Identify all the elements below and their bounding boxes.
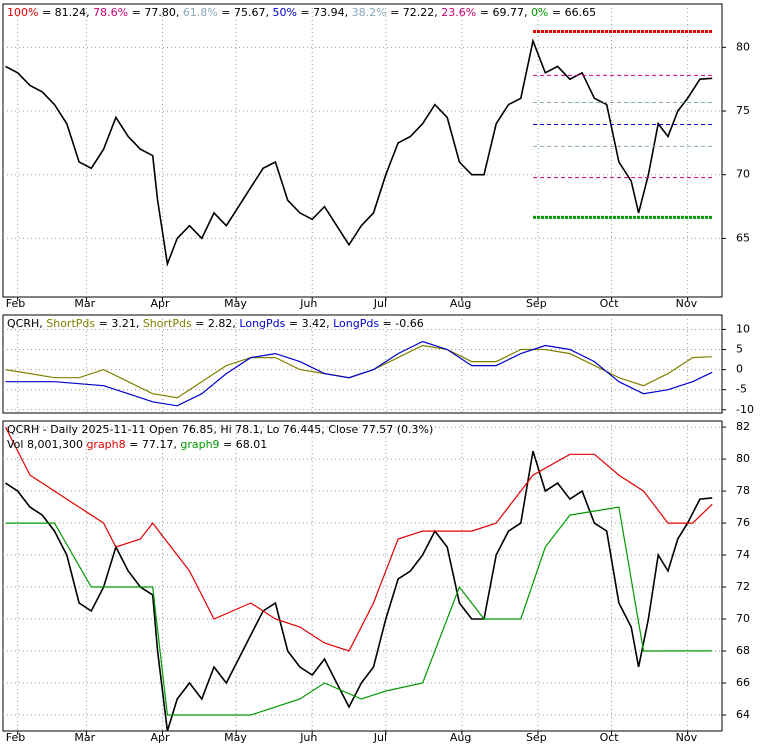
- legend-value: = 72.22,: [390, 6, 438, 19]
- y-tick-label: -5: [736, 383, 747, 396]
- legend: 100% = 81.24, 78.6% = 77.80, 61.8% = 75.…: [7, 6, 596, 19]
- legend-value: = 66.65: [552, 6, 596, 19]
- legend-name: 23.6%: [441, 6, 476, 19]
- series-line: [5, 450, 713, 732]
- legend-ticker: QCRH - Daily 2025-11-11 Open 76.85, Hi 7…: [7, 423, 433, 436]
- y-tick-label: 72: [736, 580, 750, 593]
- y-tick-label: 5: [736, 343, 743, 356]
- legend-value: = 77.80,: [132, 6, 180, 19]
- y-tick-label: 70: [736, 612, 750, 625]
- y-tick-label: 82: [736, 420, 750, 433]
- x-tick-label: Nov: [676, 731, 698, 744]
- legend-value: = 2.82,: [195, 317, 236, 330]
- x-tick-label: Apr: [151, 731, 171, 744]
- legend-value: = 77.17,: [129, 438, 177, 451]
- legend-name: graph9: [180, 438, 219, 451]
- x-tick-label: Jul: [373, 297, 387, 310]
- x-tick-label: Mar: [74, 731, 95, 744]
- panel-frame: [2, 3, 723, 298]
- legend-name: 50%: [272, 6, 296, 19]
- legend-value: = 3.21,: [99, 317, 140, 330]
- x-tick-label: Sep: [526, 297, 547, 310]
- series-line: [5, 506, 713, 716]
- y-tick-label: 76: [736, 516, 750, 529]
- x-tick-label: Apr: [151, 297, 171, 310]
- y-tick-label: 74: [736, 548, 750, 561]
- legend-value: = 81.24,: [42, 6, 90, 19]
- x-tick-label: May: [224, 297, 247, 310]
- y-tick-label: 66: [736, 676, 750, 689]
- legend: QCRH - Daily 2025-11-11 Open 76.85, Hi 7…: [7, 423, 433, 436]
- legend-name: 100%: [7, 6, 38, 19]
- legend-name: ShortPds: [46, 317, 95, 330]
- legend-value: = 68.01: [223, 438, 267, 451]
- x-tick-label: Aug: [450, 731, 471, 744]
- x-tick-label: Feb: [6, 731, 25, 744]
- legend-name: 61.8%: [183, 6, 218, 19]
- legend: Vol 8,001,300 graph8 = 77.17, graph9 = 6…: [7, 438, 267, 451]
- x-tick-label: Jun: [299, 731, 317, 744]
- y-tick-label: 78: [736, 484, 750, 497]
- legend-name: LongPds: [333, 317, 379, 330]
- legend-value: = 73.94,: [300, 6, 348, 19]
- legend-name: graph8: [86, 438, 125, 451]
- x-tick-label: Oct: [600, 297, 620, 310]
- y-tick-label: 0: [736, 363, 743, 376]
- panel-frame: [2, 314, 723, 414]
- x-tick-label: Jun: [299, 297, 317, 310]
- y-tick-label: 68: [736, 644, 750, 657]
- y-tick-label: -10: [736, 403, 754, 416]
- x-tick-label: Mar: [74, 297, 95, 310]
- y-tick-label: 80: [736, 452, 750, 465]
- legend-name: 38.2%: [352, 6, 387, 19]
- x-tick-label: Feb: [6, 297, 25, 310]
- x-tick-label: Jul: [373, 731, 387, 744]
- y-tick-label: 80: [736, 40, 750, 53]
- legend-value: = -0.66: [383, 317, 424, 330]
- legend-name: 0%: [531, 6, 548, 19]
- legend: QCRH, ShortPds = 3.21, ShortPds = 2.82, …: [7, 317, 424, 330]
- panel-frame: [2, 420, 723, 732]
- y-tick-label: 75: [736, 104, 750, 117]
- x-tick-label: Sep: [526, 731, 547, 744]
- legend-name: ShortPds: [143, 317, 192, 330]
- y-tick-label: 64: [736, 708, 750, 721]
- x-tick-label: Aug: [450, 297, 471, 310]
- y-tick-label: 65: [736, 231, 750, 244]
- legend-name: 78.6%: [93, 6, 128, 19]
- series-line: [5, 340, 713, 407]
- x-tick-label: Oct: [600, 731, 620, 744]
- y-tick-label: 70: [736, 168, 750, 181]
- legend-ticker: QCRH,: [7, 317, 43, 330]
- legend-value: = 75.67,: [221, 6, 269, 19]
- volume-label: Vol 8,001,300: [7, 438, 83, 451]
- y-tick-label: 10: [736, 322, 750, 335]
- legend-value: = 69.77,: [480, 6, 528, 19]
- x-tick-label: May: [224, 731, 247, 744]
- x-tick-label: Nov: [676, 297, 698, 310]
- legend-name: LongPds: [239, 317, 285, 330]
- series-line: [4, 426, 713, 652]
- series-line: [5, 38, 713, 267]
- legend-value: = 3.42,: [289, 317, 330, 330]
